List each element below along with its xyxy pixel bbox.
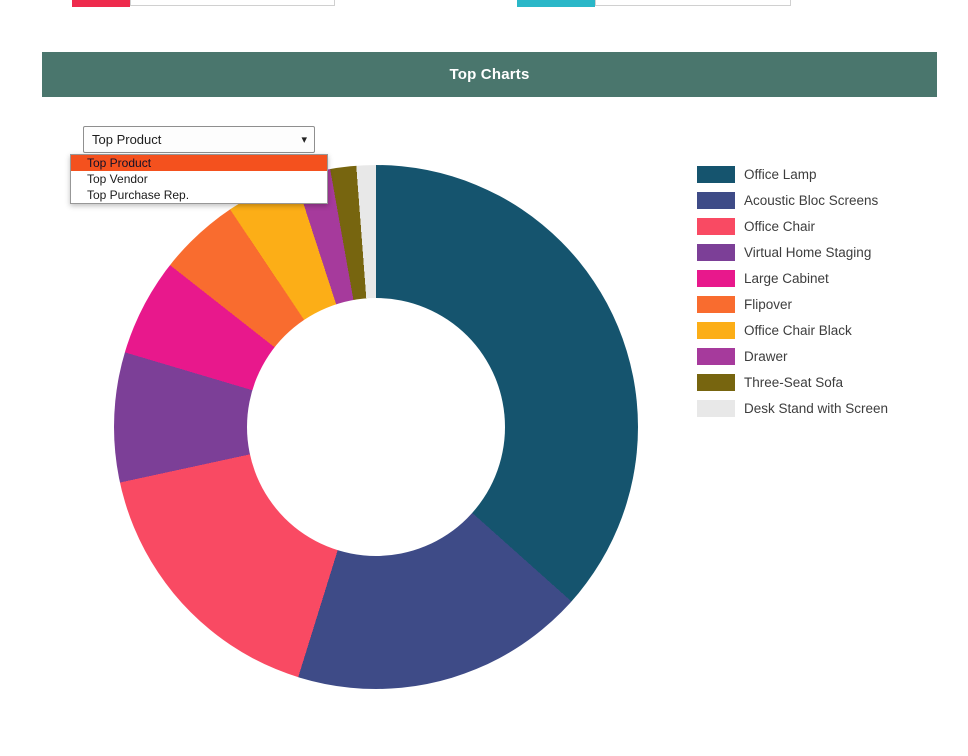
dropdown-option-top-vendor[interactable]: Top Vendor [87,172,148,186]
legend-item-drawer[interactable]: Drawer [697,348,888,365]
legend-item-three-seat-sofa[interactable]: Three-Seat Sofa [697,374,888,391]
chart-type-dropdown: Top Product Top Vendor Top Purchase Rep. [70,154,328,204]
legend-label: Office Chair Black [744,323,852,338]
legend-item-office-chair[interactable]: Office Chair [697,218,888,235]
legend-label: Acoustic Bloc Screens [744,193,879,208]
legend-swatch [697,296,735,313]
legend-swatch [697,348,735,365]
legend-swatch [697,400,735,417]
page-title: Top Charts [449,66,530,83]
legend-item-large-cabinet[interactable]: Large Cabinet [697,270,888,287]
dropdown-option-top-product[interactable]: Top Product [71,155,327,171]
legend-item-virtual-home-staging[interactable]: Virtual Home Staging [697,244,888,261]
legend-label: Three-Seat Sofa [744,375,844,390]
dropdown-option-top-purchase-rep[interactable]: Top Purchase Rep. [87,188,190,202]
legend-item-flipover[interactable]: Flipover [697,296,888,313]
donut-chart[interactable] [114,165,638,689]
chart-type-select[interactable]: Top Product ▾ [83,126,315,153]
legend-label: Desk Stand with Screen [744,401,889,416]
legend-swatch [697,218,735,235]
legend-swatch [697,192,735,209]
kpi-progress-right [517,0,791,7]
legend-item-desk-stand-with-screen[interactable]: Desk Stand with Screen [697,400,888,417]
legend-swatch [697,374,735,391]
progress-fill-right [517,0,595,7]
kpi-progress-left [72,0,335,7]
progress-track-right [595,0,791,6]
legend-label: Office Lamp [744,167,817,182]
legend-label: Virtual Home Staging [744,245,872,260]
legend-label: Flipover [744,297,793,312]
legend-label: Office Chair [744,219,816,234]
select-value: Top Product [92,132,162,147]
legend-label: Drawer [744,349,788,364]
legend-swatch [697,244,735,261]
chart-legend: Office Lamp Acoustic Bloc Screens Office… [697,166,888,426]
chevron-down-icon: ▾ [301,134,307,146]
legend-item-office-lamp[interactable]: Office Lamp [697,166,888,183]
progress-fill-left [72,0,130,7]
legend-label: Large Cabinet [744,271,829,286]
progress-track-left [130,0,335,6]
legend-swatch [697,166,735,183]
donut-hole [247,298,505,556]
legend-swatch [697,270,735,287]
top-charts-header: Top Charts [42,52,937,97]
legend-swatch [697,322,735,339]
legend-item-acoustic-bloc-screens[interactable]: Acoustic Bloc Screens [697,192,888,209]
legend-item-office-chair-black[interactable]: Office Chair Black [697,322,888,339]
